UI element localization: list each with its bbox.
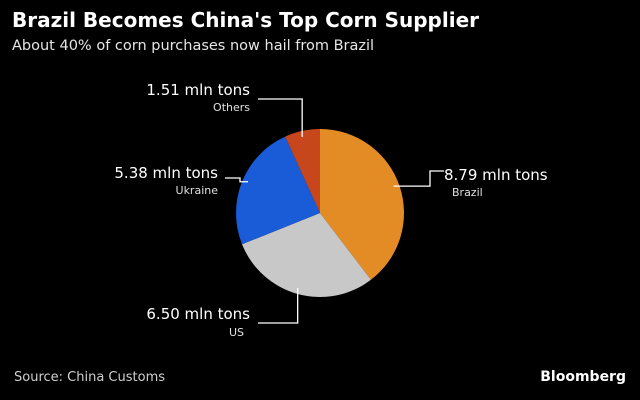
category-label-brazil: Brazil — [452, 186, 483, 199]
leader-line-us — [258, 287, 299, 324]
category-label-us: US — [229, 326, 244, 339]
bloomberg-logo: Bloomberg — [540, 369, 626, 385]
chart-title: Brazil Becomes China's Top Corn Supplier — [12, 8, 479, 32]
slice-others — [285, 129, 320, 213]
slice-ukraine — [236, 136, 320, 245]
value-label-us: 6.50 mln tons — [146, 305, 250, 323]
category-label-ukraine: Ukraine — [176, 184, 219, 197]
value-label-others: 1.51 mln tons — [146, 81, 250, 99]
value-label-ukraine: 5.38 mln tons — [114, 164, 218, 182]
category-label-others: Others — [213, 101, 250, 114]
leader-line-ukraine — [225, 177, 249, 183]
value-label-brazil: 8.79 mln tons — [444, 166, 548, 184]
chart-subtitle: About 40% of corn purchases now hail fro… — [12, 38, 375, 54]
source-note: Source: China Customs — [14, 370, 166, 385]
leader-line-others — [258, 98, 303, 137]
slice-brazil — [320, 129, 405, 280]
leader-line-brazil — [393, 170, 444, 187]
slice-us — [242, 213, 371, 298]
